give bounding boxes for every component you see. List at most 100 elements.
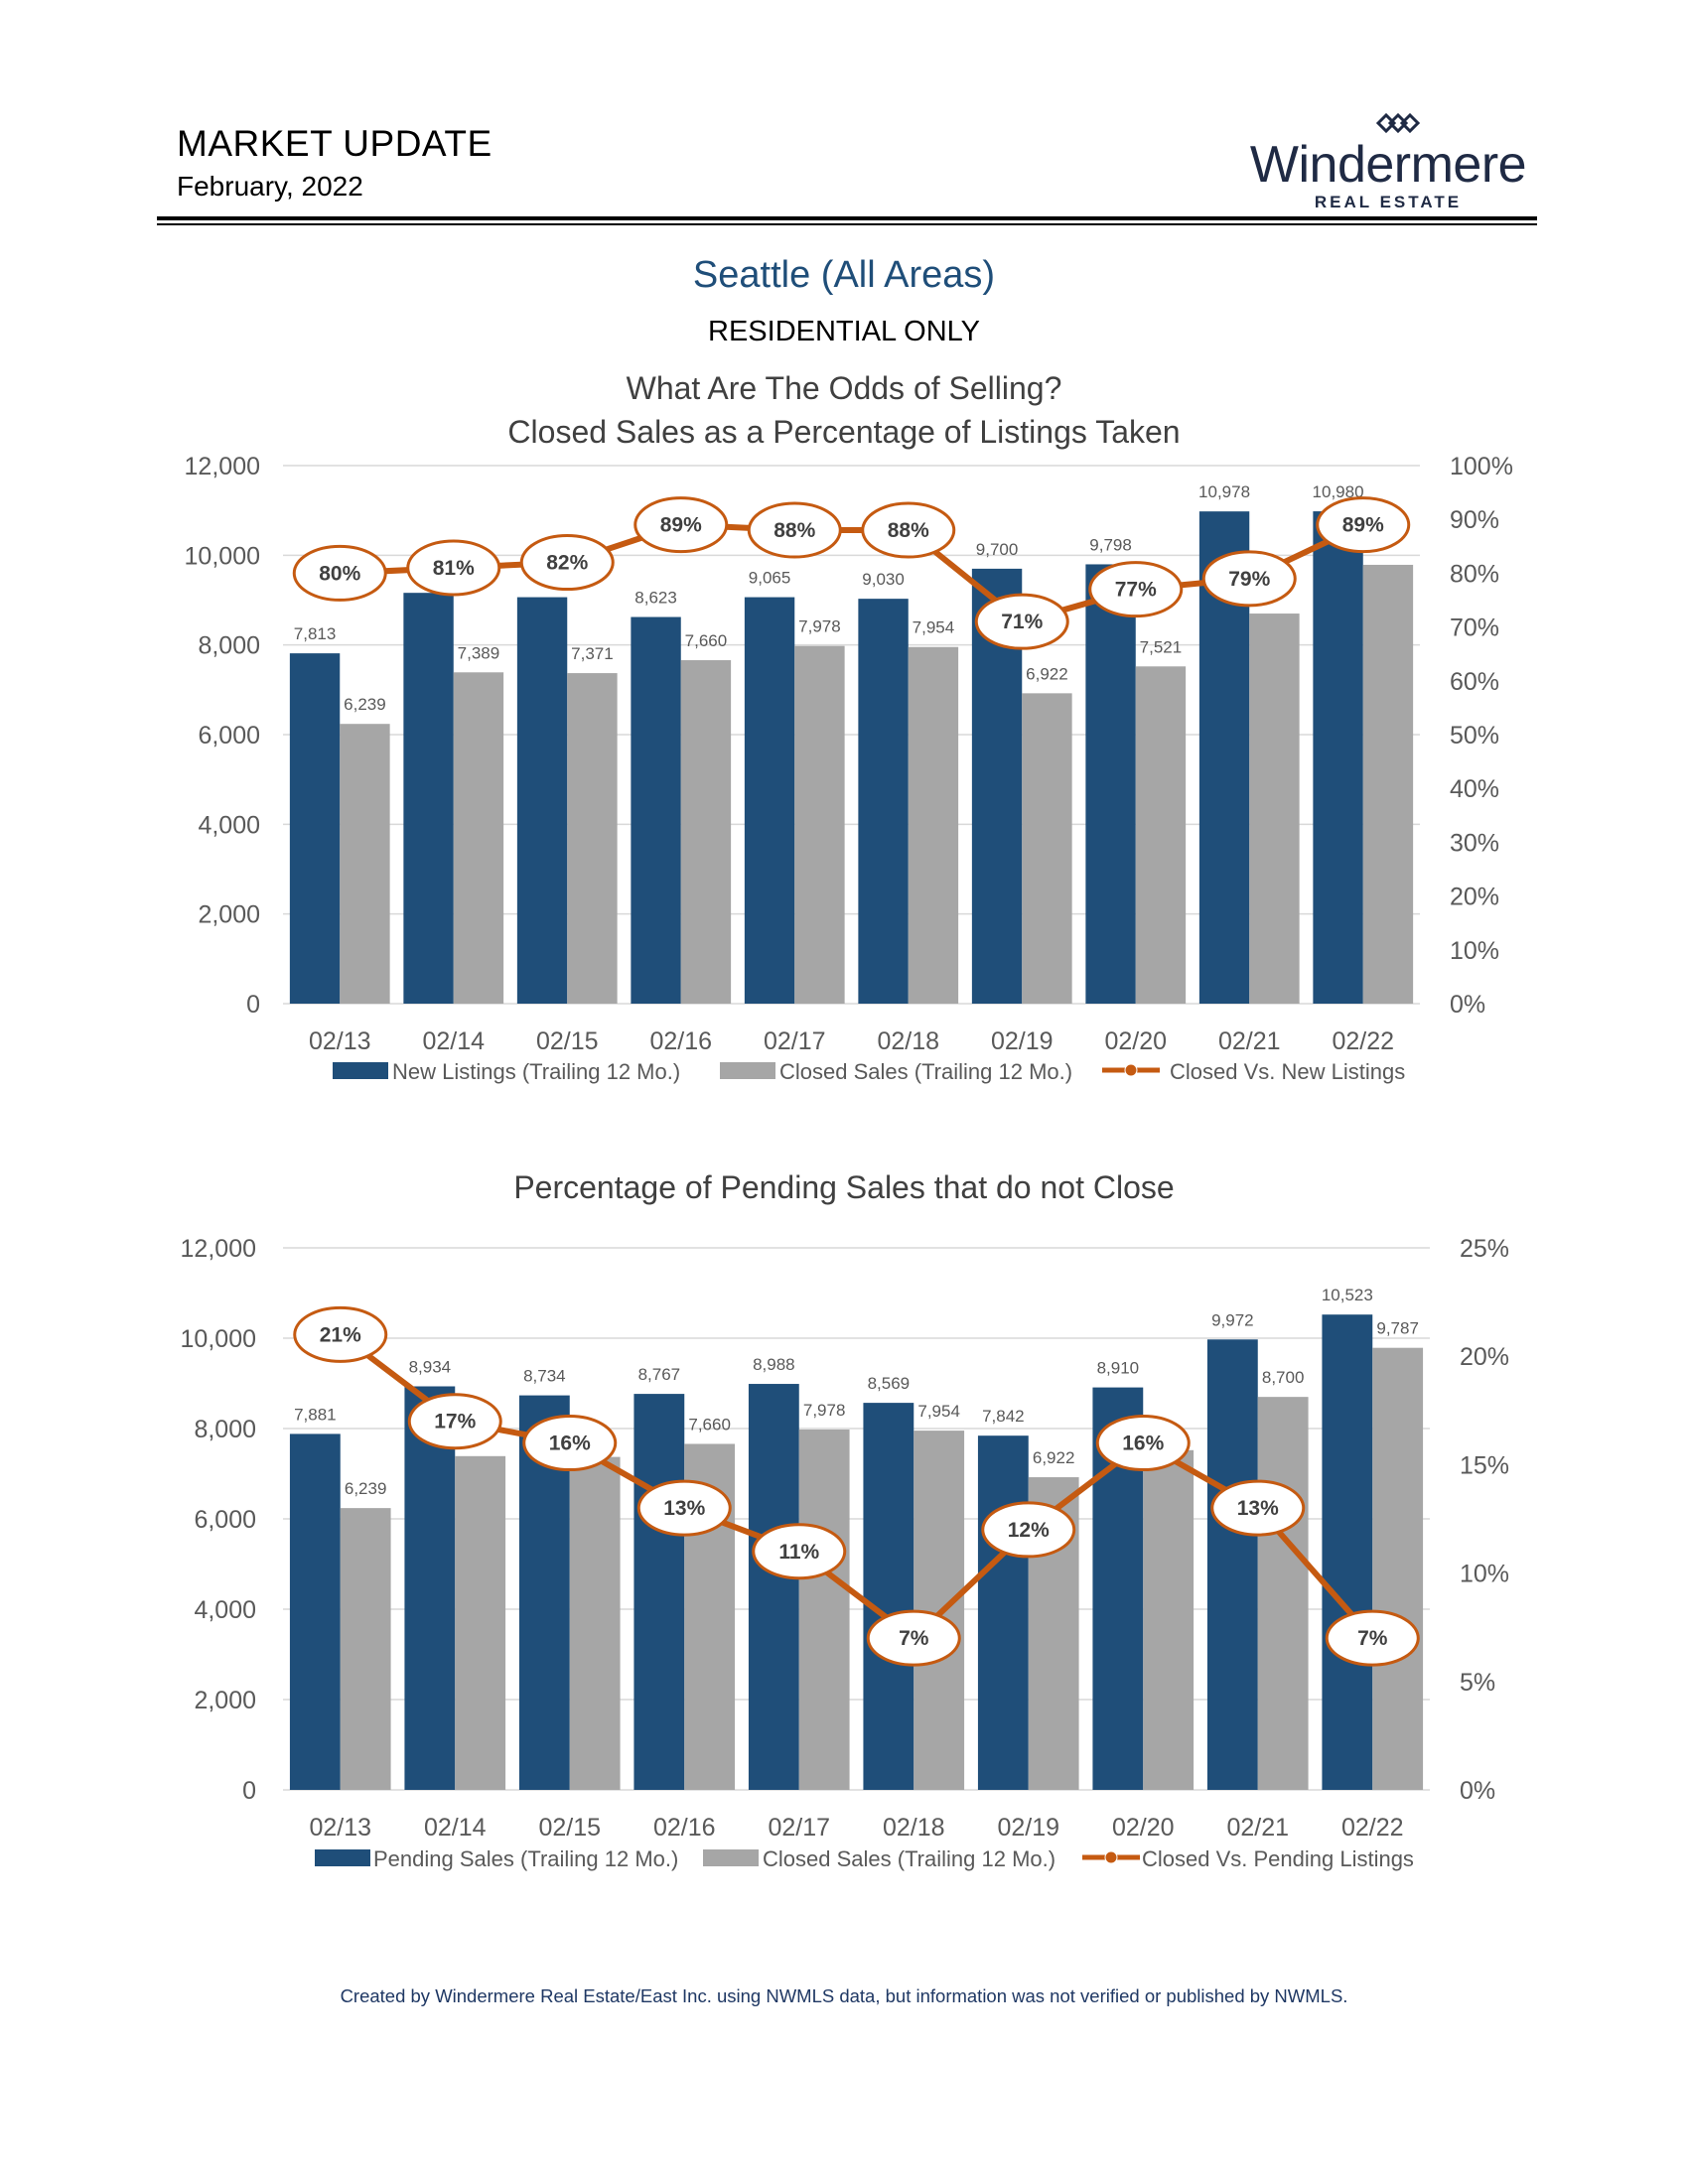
bar-secondary (1249, 614, 1300, 1004)
y-tick-label: 4,000 (194, 1596, 256, 1624)
bar-primary-data-label: 8,910 (1097, 1359, 1140, 1378)
bar-secondary-data-label: 9,787 (1376, 1319, 1419, 1338)
legend-swatch-secondary (720, 1062, 775, 1079)
bar-primary-data-label: 7,842 (982, 1407, 1025, 1426)
legend-line-marker (1104, 1850, 1118, 1864)
x-tick-label: 02/13 (309, 1027, 371, 1055)
line-marker (866, 1609, 961, 1667)
bar-secondary (567, 673, 618, 1004)
y2-tick-label: 20% (1450, 884, 1499, 911)
y-tick-label: 6,000 (194, 1506, 256, 1534)
line-marker (633, 496, 729, 554)
line-data-label: 7% (899, 1627, 929, 1650)
y2-tick-label: 80% (1450, 560, 1499, 588)
bar-primary (633, 1394, 685, 1790)
line-marker (981, 1501, 1076, 1559)
bar-primary-data-label: 8,934 (409, 1358, 452, 1377)
legend-label-line: Closed Vs. New Listings (1170, 1059, 1405, 1084)
line-data-label: 88% (888, 519, 929, 542)
bar-secondary-data-label: 6,239 (344, 695, 386, 714)
bar-primary-data-label: 8,988 (753, 1355, 795, 1374)
line-marker (519, 534, 615, 592)
bar-secondary (1257, 1397, 1309, 1790)
legend-label-primary: New Listings (Trailing 12 Mo.) (392, 1059, 680, 1084)
line-marker (407, 1393, 502, 1450)
line-data-label: 89% (1342, 514, 1384, 537)
line-marker (522, 1415, 618, 1472)
y2-tick-label: 90% (1450, 506, 1499, 534)
line-data-label: 11% (778, 1541, 819, 1564)
line-marker (1325, 1609, 1420, 1667)
bar-primary (748, 1384, 799, 1790)
bar-secondary (1362, 564, 1414, 1004)
line-marker (636, 1479, 732, 1537)
bar-primary (289, 653, 341, 1004)
legend-swatch-secondary (703, 1849, 759, 1866)
legend-label-secondary: Closed Sales (Trailing 12 Mo.) (763, 1846, 1055, 1871)
line-data-label: 21% (320, 1323, 361, 1346)
bar-primary-data-label: 8,767 (638, 1365, 681, 1384)
bar-secondary-data-label: 7,660 (688, 1415, 731, 1433)
header-rule-thick (157, 216, 1537, 220)
x-tick-label: 02/18 (877, 1027, 939, 1055)
bar-secondary (680, 660, 732, 1004)
y2-tick-label: 20% (1460, 1343, 1509, 1371)
line-marker (1316, 496, 1411, 554)
line-data-label: 16% (549, 1433, 591, 1455)
windermere-diamond-icon (1375, 112, 1421, 134)
bar-primary (1085, 564, 1136, 1004)
legend-swatch-primary (315, 1849, 370, 1866)
line-data-label: 13% (663, 1497, 705, 1520)
line-data-label: 7% (1357, 1627, 1388, 1650)
bar-primary (1206, 1339, 1258, 1790)
bar-primary-data-label: 10,978 (1198, 482, 1250, 501)
legend-label-line: Closed Vs. Pending Listings (1142, 1846, 1414, 1871)
x-tick-label: 02/20 (1104, 1027, 1167, 1055)
bar-primary (289, 1433, 341, 1790)
x-tick-label: 02/19 (991, 1027, 1054, 1055)
line-data-label: 82% (546, 552, 588, 575)
y-tick-label: 2,000 (198, 901, 260, 929)
y2-tick-label: 10% (1460, 1561, 1509, 1588)
bar-secondary (794, 645, 845, 1004)
chart-title: What Are The Odds of Selling? (627, 370, 1062, 406)
y2-tick-label: 25% (1460, 1235, 1509, 1263)
line-marker (406, 539, 501, 597)
y2-tick-label: 15% (1460, 1451, 1509, 1479)
line-marker (1201, 550, 1297, 608)
report-date: February, 2022 (177, 171, 363, 202)
bar-secondary-data-label: 7,954 (913, 618, 955, 637)
y2-tick-label: 70% (1450, 614, 1499, 642)
bar-secondary-data-label: 7,371 (571, 644, 614, 663)
bar-primary-data-label: 7,813 (294, 624, 337, 643)
x-tick-label: 02/13 (309, 1814, 371, 1842)
report-title: MARKET UPDATE (177, 123, 492, 164)
x-tick-label: 02/20 (1112, 1814, 1175, 1842)
y-tick-label: 0 (242, 1777, 256, 1805)
line-marker (974, 593, 1069, 650)
legend-label-primary: Pending Sales (Trailing 12 Mo.) (373, 1846, 678, 1871)
y-tick-label: 12,000 (185, 453, 260, 480)
x-tick-label: 02/15 (538, 1814, 601, 1842)
bar-primary (631, 616, 681, 1004)
bar-primary-data-label: 7,881 (294, 1405, 337, 1424)
bar-secondary (1022, 693, 1072, 1004)
logo-subtitle: REAL ESTATE (1314, 193, 1463, 211)
bar-secondary-data-label: 6,922 (1033, 1448, 1075, 1467)
line-data-label: 79% (1228, 568, 1270, 591)
bar-secondary-data-label: 7,389 (458, 643, 500, 662)
y-tick-label: 0 (246, 991, 260, 1019)
residential-subtitle: RESIDENTIAL ONLY (708, 316, 980, 347)
bar-primary (403, 593, 454, 1004)
bar-primary-data-label: 9,798 (1089, 535, 1132, 554)
y2-tick-label: 30% (1450, 829, 1499, 857)
line-marker (292, 544, 387, 602)
line-marker (752, 1523, 847, 1580)
bar-primary (516, 597, 568, 1004)
bar-secondary (453, 672, 504, 1004)
line-marker (1095, 1415, 1191, 1472)
bar-primary-data-label: 9,030 (862, 570, 905, 589)
x-tick-label: 02/21 (1226, 1814, 1289, 1842)
line-data-label: 80% (319, 562, 360, 585)
bar-primary-data-label: 9,700 (976, 540, 1019, 559)
